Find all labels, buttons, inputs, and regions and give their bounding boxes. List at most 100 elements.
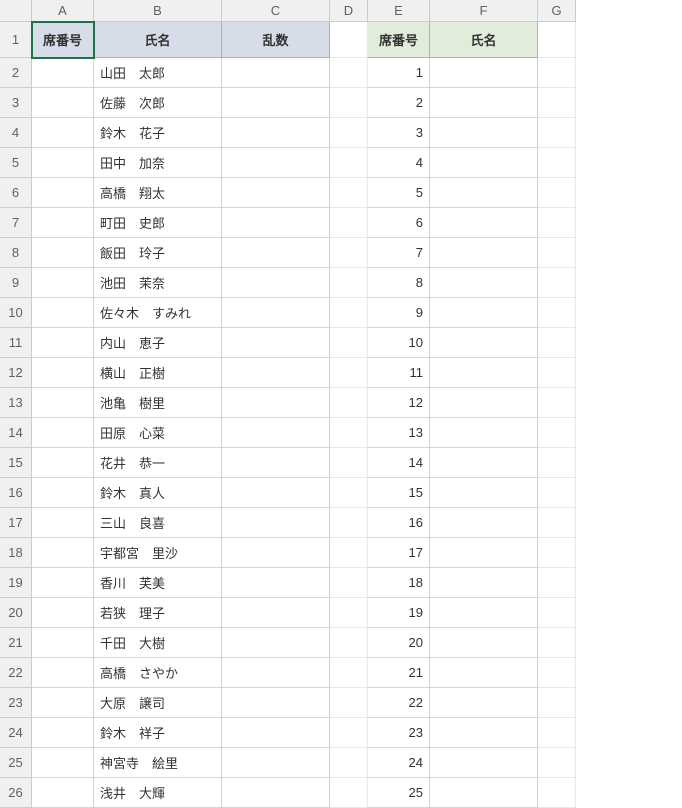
cell-A3[interactable] — [32, 88, 94, 118]
cell-G12[interactable] — [538, 358, 576, 388]
table1-name-cell[interactable]: 山田 太郎 — [94, 58, 222, 88]
cell-A10[interactable] — [32, 298, 94, 328]
cell-C8[interactable] — [222, 238, 330, 268]
cell-C21[interactable] — [222, 628, 330, 658]
cell-D11[interactable] — [330, 328, 368, 358]
cell-G22[interactable] — [538, 658, 576, 688]
cell-D8[interactable] — [330, 238, 368, 268]
cell-G17[interactable] — [538, 508, 576, 538]
cell-G7[interactable] — [538, 208, 576, 238]
row-header-17[interactable]: 17 — [0, 508, 32, 538]
cell-C13[interactable] — [222, 388, 330, 418]
table2-seat-cell[interactable]: 14 — [368, 448, 430, 478]
select-all-corner[interactable] — [0, 0, 32, 22]
cell-D23[interactable] — [330, 688, 368, 718]
table1-name-cell[interactable]: 高橋 翔太 — [94, 178, 222, 208]
cell-D19[interactable] — [330, 568, 368, 598]
cell-G16[interactable] — [538, 478, 576, 508]
cell-F7[interactable] — [430, 208, 538, 238]
cell-F12[interactable] — [430, 358, 538, 388]
cell-F14[interactable] — [430, 418, 538, 448]
row-header-22[interactable]: 22 — [0, 658, 32, 688]
table1-name-cell[interactable]: 宇都宮 里沙 — [94, 538, 222, 568]
cell-A2[interactable] — [32, 58, 94, 88]
table1-name-cell[interactable]: 神宮寺 絵里 — [94, 748, 222, 778]
cell-A17[interactable] — [32, 508, 94, 538]
cell-G23[interactable] — [538, 688, 576, 718]
table2-header-seat[interactable]: 席番号 — [368, 22, 430, 58]
row-header-19[interactable]: 19 — [0, 568, 32, 598]
cell-F21[interactable] — [430, 628, 538, 658]
table2-seat-cell[interactable]: 7 — [368, 238, 430, 268]
row-header-23[interactable]: 23 — [0, 688, 32, 718]
table1-name-cell[interactable]: 鈴木 真人 — [94, 478, 222, 508]
table2-seat-cell[interactable]: 9 — [368, 298, 430, 328]
cell-C19[interactable] — [222, 568, 330, 598]
cell-C12[interactable] — [222, 358, 330, 388]
cell-D5[interactable] — [330, 148, 368, 178]
cell-A26[interactable] — [32, 778, 94, 808]
row-header-24[interactable]: 24 — [0, 718, 32, 748]
cell-A24[interactable] — [32, 718, 94, 748]
cell-A16[interactable] — [32, 478, 94, 508]
table1-name-cell[interactable]: 香川 芙美 — [94, 568, 222, 598]
table1-name-cell[interactable]: 大原 譲司 — [94, 688, 222, 718]
row-header-12[interactable]: 12 — [0, 358, 32, 388]
cell-D16[interactable] — [330, 478, 368, 508]
table2-seat-cell[interactable]: 23 — [368, 718, 430, 748]
row-header-21[interactable]: 21 — [0, 628, 32, 658]
table1-name-cell[interactable]: 鈴木 祥子 — [94, 718, 222, 748]
row-header-25[interactable]: 25 — [0, 748, 32, 778]
cell-G8[interactable] — [538, 238, 576, 268]
row-header-15[interactable]: 15 — [0, 448, 32, 478]
cell-G1[interactable] — [538, 22, 576, 58]
cell-F20[interactable] — [430, 598, 538, 628]
row-header-10[interactable]: 10 — [0, 298, 32, 328]
cell-C24[interactable] — [222, 718, 330, 748]
table2-seat-cell[interactable]: 12 — [368, 388, 430, 418]
cell-G24[interactable] — [538, 718, 576, 748]
cell-F6[interactable] — [430, 178, 538, 208]
table2-seat-cell[interactable]: 22 — [368, 688, 430, 718]
cell-D1[interactable] — [330, 22, 368, 58]
row-header-20[interactable]: 20 — [0, 598, 32, 628]
table1-name-cell[interactable]: 横山 正樹 — [94, 358, 222, 388]
table1-name-cell[interactable]: 飯田 玲子 — [94, 238, 222, 268]
table1-name-cell[interactable]: 佐々木 すみれ — [94, 298, 222, 328]
cell-D22[interactable] — [330, 658, 368, 688]
cell-C4[interactable] — [222, 118, 330, 148]
cell-F19[interactable] — [430, 568, 538, 598]
cell-A13[interactable] — [32, 388, 94, 418]
row-header-7[interactable]: 7 — [0, 208, 32, 238]
table2-seat-cell[interactable]: 1 — [368, 58, 430, 88]
table1-name-cell[interactable]: 内山 恵子 — [94, 328, 222, 358]
cell-C9[interactable] — [222, 268, 330, 298]
cell-C16[interactable] — [222, 478, 330, 508]
cell-D10[interactable] — [330, 298, 368, 328]
cell-F13[interactable] — [430, 388, 538, 418]
table1-name-cell[interactable]: 町田 史郎 — [94, 208, 222, 238]
cell-F23[interactable] — [430, 688, 538, 718]
col-header-C[interactable]: C — [222, 0, 330, 22]
cell-C22[interactable] — [222, 658, 330, 688]
table2-seat-cell[interactable]: 11 — [368, 358, 430, 388]
col-header-G[interactable]: G — [538, 0, 576, 22]
cell-G15[interactable] — [538, 448, 576, 478]
cell-F8[interactable] — [430, 238, 538, 268]
cell-F3[interactable] — [430, 88, 538, 118]
table2-seat-cell[interactable]: 5 — [368, 178, 430, 208]
cell-D2[interactable] — [330, 58, 368, 88]
table2-seat-cell[interactable]: 15 — [368, 478, 430, 508]
cell-F9[interactable] — [430, 268, 538, 298]
cell-G4[interactable] — [538, 118, 576, 148]
row-header-3[interactable]: 3 — [0, 88, 32, 118]
cell-A5[interactable] — [32, 148, 94, 178]
table2-seat-cell[interactable]: 10 — [368, 328, 430, 358]
cell-D14[interactable] — [330, 418, 368, 448]
cell-C5[interactable] — [222, 148, 330, 178]
cell-G13[interactable] — [538, 388, 576, 418]
table2-seat-cell[interactable]: 4 — [368, 148, 430, 178]
table1-name-cell[interactable]: 花井 恭一 — [94, 448, 222, 478]
table1-name-cell[interactable]: 佐藤 次郎 — [94, 88, 222, 118]
col-header-E[interactable]: E — [368, 0, 430, 22]
